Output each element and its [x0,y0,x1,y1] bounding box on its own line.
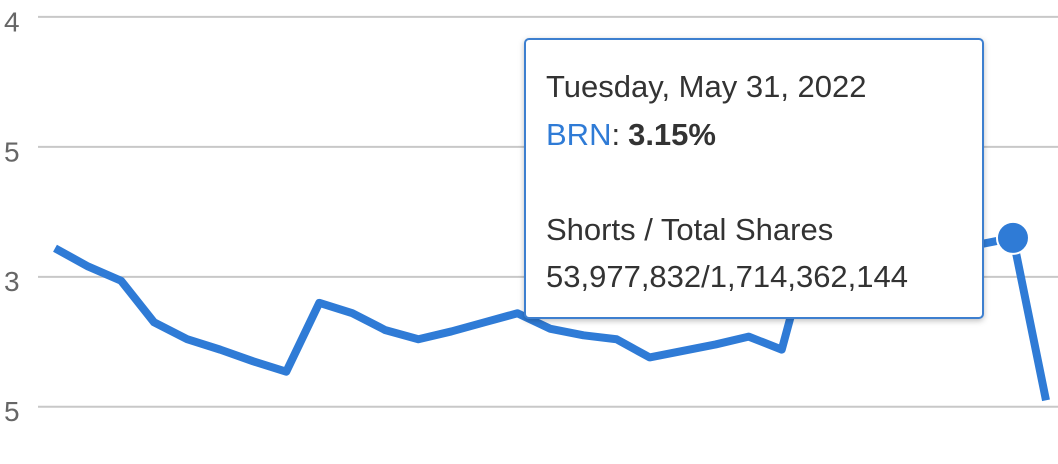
tooltip-date: Tuesday, May 31, 2022 [546,69,867,104]
y-tick-label: 3 [4,266,20,297]
y-tick-label: 4 [4,6,20,37]
tooltip-series-name: BRN [546,117,611,152]
tooltip-value-line: BRN: 3.15% [546,117,716,152]
tooltip-value: 3.15% [628,117,716,152]
y-tick-label: 5 [4,396,20,427]
tooltip-detail: 53,977,832/1,714,362,144 [546,259,908,294]
y-tick-label: 5 [4,136,20,167]
tooltip: Tuesday, May 31, 2022 BRN: 3.15% Shorts /… [524,38,984,319]
highlight-point [995,220,1030,255]
tooltip-separator: : [611,117,620,152]
tooltip-box [524,38,984,319]
tooltip-detail-title: Shorts / Total Shares [546,212,833,247]
